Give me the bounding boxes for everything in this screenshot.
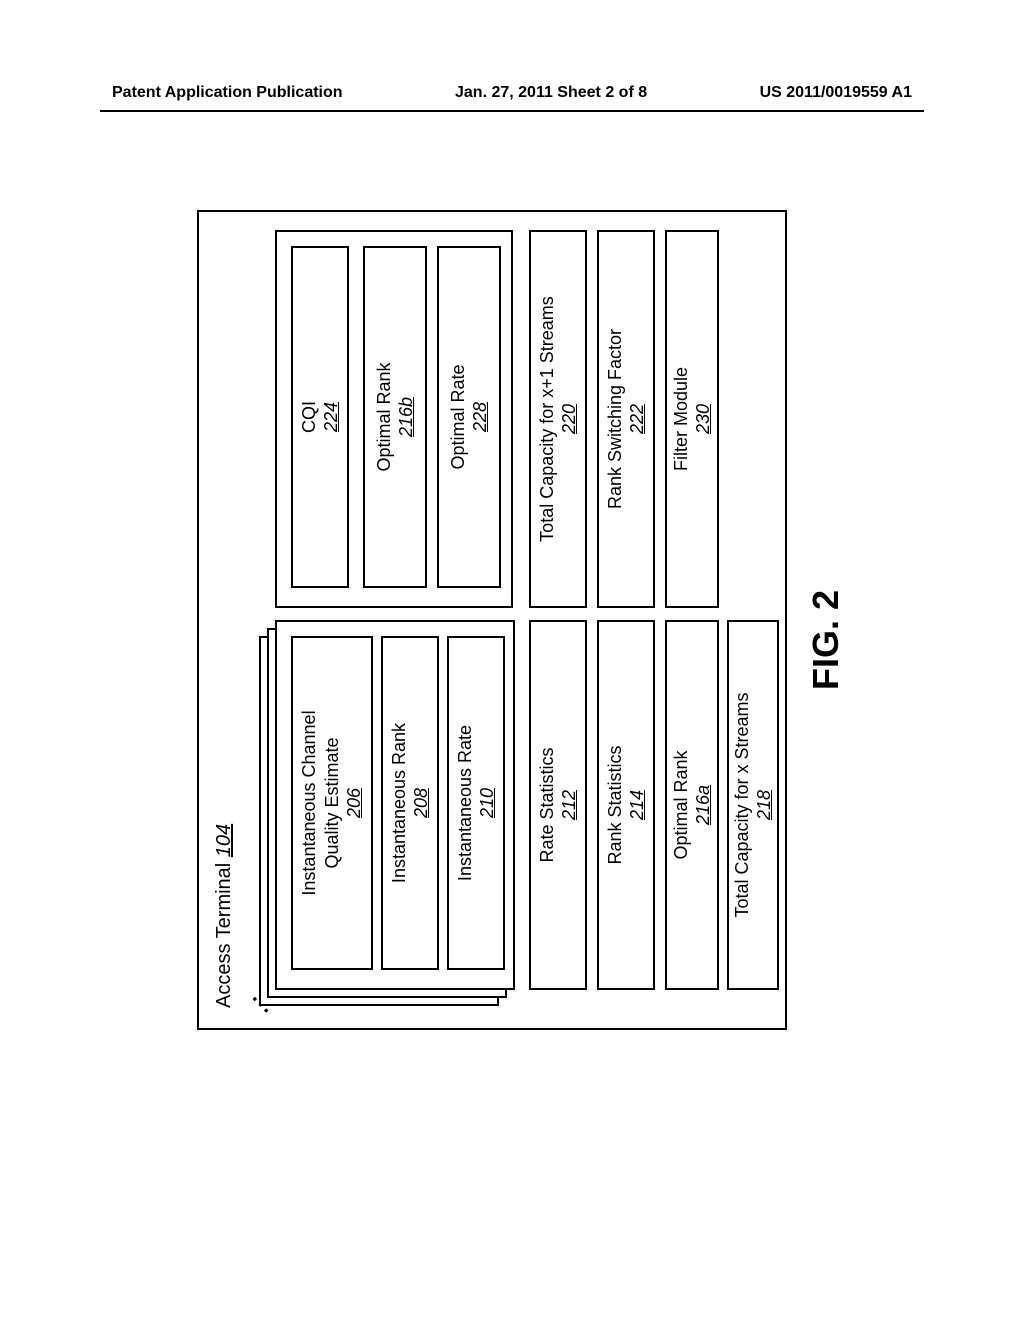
label: Optimal Rank (373, 362, 396, 471)
label: Rate Statistics (536, 747, 559, 862)
label: Instantaneous Channel Quality Estimate (298, 710, 343, 895)
label: Total Capacity for x Streams (731, 692, 754, 917)
ref: 208 (410, 788, 433, 818)
ref: 216a (692, 785, 715, 825)
box-optimal-rank-a: Optimal Rank 216a (665, 620, 719, 990)
header-center: Jan. 27, 2011 Sheet 2 of 8 (455, 84, 647, 102)
ref: 210 (476, 788, 499, 818)
access-terminal-container: Access Terminal 104 ... Instantaneous Ch… (197, 210, 787, 1030)
box-rank-switching-factor: Rank Switching Factor 222 (597, 230, 655, 608)
ref: 230 (692, 404, 715, 434)
box-rank-statistics: Rank Statistics 214 (597, 620, 655, 990)
header-rule (100, 110, 924, 112)
box-rate-statistics: Rate Statistics 212 (529, 620, 587, 990)
header-left: Patent Application Publication (112, 84, 343, 102)
ref: 220 (558, 404, 581, 434)
label: Optimal Rank (670, 750, 693, 859)
container-title-text: Access Terminal (213, 863, 235, 1008)
label: Rank Statistics (604, 745, 627, 864)
label: Rank Switching Factor (604, 329, 627, 509)
box-total-capacity-x1: Total Capacity for x+1 Streams 220 (529, 230, 587, 608)
ref: 212 (558, 790, 581, 820)
box-total-capacity-x: Total Capacity for x Streams 218 (727, 620, 779, 990)
ref: 218 (753, 790, 776, 820)
ref: 216b (395, 397, 418, 437)
label: Total Capacity for x+1 Streams (536, 296, 559, 542)
label: Instantaneous Rank (388, 723, 411, 883)
left-stack: Instantaneous Channel Quality Estimate 2… (259, 626, 509, 1006)
ref: 206 (343, 788, 366, 818)
right-stack: CQI 224 Optimal Rank 216b Optimal Rate 2… (275, 228, 515, 608)
figure-label: FIG. 2 (805, 590, 847, 690)
ref: 214 (626, 790, 649, 820)
box-optimal-rank-b: Optimal Rank 216b (363, 246, 427, 588)
container-title: Access Terminal 104 (213, 824, 236, 1008)
header-right: US 2011/0019559 A1 (760, 84, 912, 102)
container-title-ref: 104 (213, 824, 235, 857)
label: Instantaneous Rate (454, 725, 477, 881)
diagram-rotated: Access Terminal 104 ... Instantaneous Ch… (197, 210, 827, 1030)
box-instantaneous-rate: Instantaneous Rate 210 (447, 636, 505, 970)
ref: 224 (320, 402, 343, 432)
label: Optimal Rate (447, 364, 470, 469)
ref: 222 (626, 404, 649, 434)
page-header: Patent Application Publication Jan. 27, … (0, 84, 1024, 102)
box-cqi: CQI 224 (291, 246, 349, 588)
ref: 228 (469, 402, 492, 432)
box-filter-module: Filter Module 230 (665, 230, 719, 608)
box-instantaneous-rank: Instantaneous Rank 208 (381, 636, 439, 970)
box-instantaneous-cqe: Instantaneous Channel Quality Estimate 2… (291, 636, 373, 970)
label: CQI (298, 401, 321, 433)
box-optimal-rate: Optimal Rate 228 (437, 246, 501, 588)
label: Filter Module (670, 367, 693, 471)
